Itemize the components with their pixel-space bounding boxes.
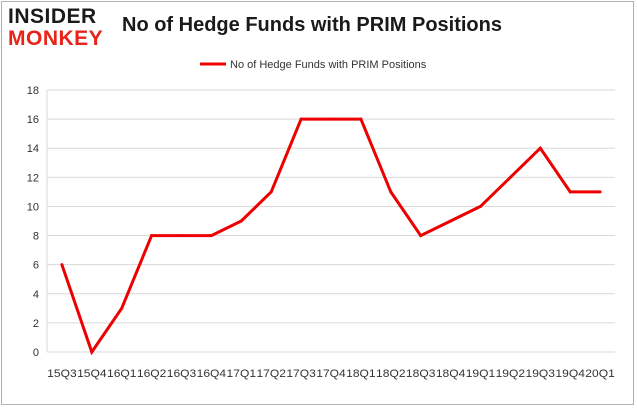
data-point <box>568 190 572 194</box>
y-tick-label: 2 <box>33 318 39 330</box>
data-point <box>90 350 94 354</box>
data-point <box>239 219 243 223</box>
y-tick-label: 6 <box>33 260 39 272</box>
x-axis-ticks: 15Q3 15Q4 16Q1 16Q2 16Q3 16Q4 17Q1 17Q2 17Q3 17Q4… <box>47 368 615 380</box>
data-point <box>508 175 512 179</box>
x-tick-label: 19Q2 <box>496 368 526 380</box>
data-point <box>478 204 482 208</box>
data-point <box>299 117 303 121</box>
chart-title: No of Hedge Funds with PRIM Positions <box>122 14 502 36</box>
data-point <box>329 117 333 121</box>
x-tick-label: 18Q2 <box>376 368 406 380</box>
x-tick-label: 17Q4 <box>316 368 346 380</box>
y-tick-label: 8 <box>33 231 39 243</box>
x-tick-label: 17Q3 <box>286 368 316 380</box>
data-point <box>269 190 273 194</box>
data-point <box>598 190 602 194</box>
data-point <box>419 234 423 238</box>
logo-line-1: INSIDER <box>8 5 97 28</box>
data-point <box>60 263 64 267</box>
data-point <box>209 234 213 238</box>
insider-monkey-logo: INSIDER MONKEY <box>8 6 118 52</box>
y-tick-label: 18 <box>27 85 39 97</box>
data-point <box>449 219 453 223</box>
x-tick-label: 16Q3 <box>167 368 197 380</box>
x-tick-label: 17Q1 <box>227 368 257 380</box>
x-tick-label: 19Q1 <box>466 368 496 380</box>
series-layer <box>60 117 602 356</box>
data-point <box>180 234 184 238</box>
logo-line-2: MONKEY <box>8 27 104 50</box>
data-point <box>389 190 393 194</box>
data-point <box>538 146 542 150</box>
x-tick-label: 19Q3 <box>526 368 556 380</box>
data-point <box>359 117 363 121</box>
x-tick-label: 18Q3 <box>406 368 436 380</box>
x-tick-label: 17Q2 <box>256 368 286 380</box>
x-tick-label: 20Q1 <box>585 368 615 380</box>
x-tick-label: 15Q4 <box>77 368 107 380</box>
x-tick-label: 18Q4 <box>436 368 466 380</box>
data-point <box>120 306 124 310</box>
y-tick-label: 4 <box>33 289 39 301</box>
data-point <box>150 234 154 238</box>
legend-label: No of Hedge Funds with PRIM Positions <box>230 59 427 71</box>
x-tick-label: 18Q1 <box>346 368 376 380</box>
y-tick-label: 16 <box>27 114 39 126</box>
y-tick-label: 12 <box>27 172 39 184</box>
y-tick-label: 10 <box>27 201 39 213</box>
x-tick-label: 19Q4 <box>555 368 585 380</box>
y-tick-label: 0 <box>33 347 39 359</box>
grid-lines <box>46 89 615 353</box>
y-axis-ticks: 0 2 4 6 8 10 12 14 16 18 <box>27 85 39 359</box>
y-tick-label: 14 <box>27 143 39 155</box>
x-tick-label: 15Q3 <box>47 368 77 380</box>
x-tick-label: 16Q1 <box>107 368 137 380</box>
x-tick-label: 16Q4 <box>197 368 227 380</box>
legend: No of Hedge Funds with PRIM Positions <box>200 59 427 71</box>
x-tick-label: 16Q2 <box>137 368 167 380</box>
